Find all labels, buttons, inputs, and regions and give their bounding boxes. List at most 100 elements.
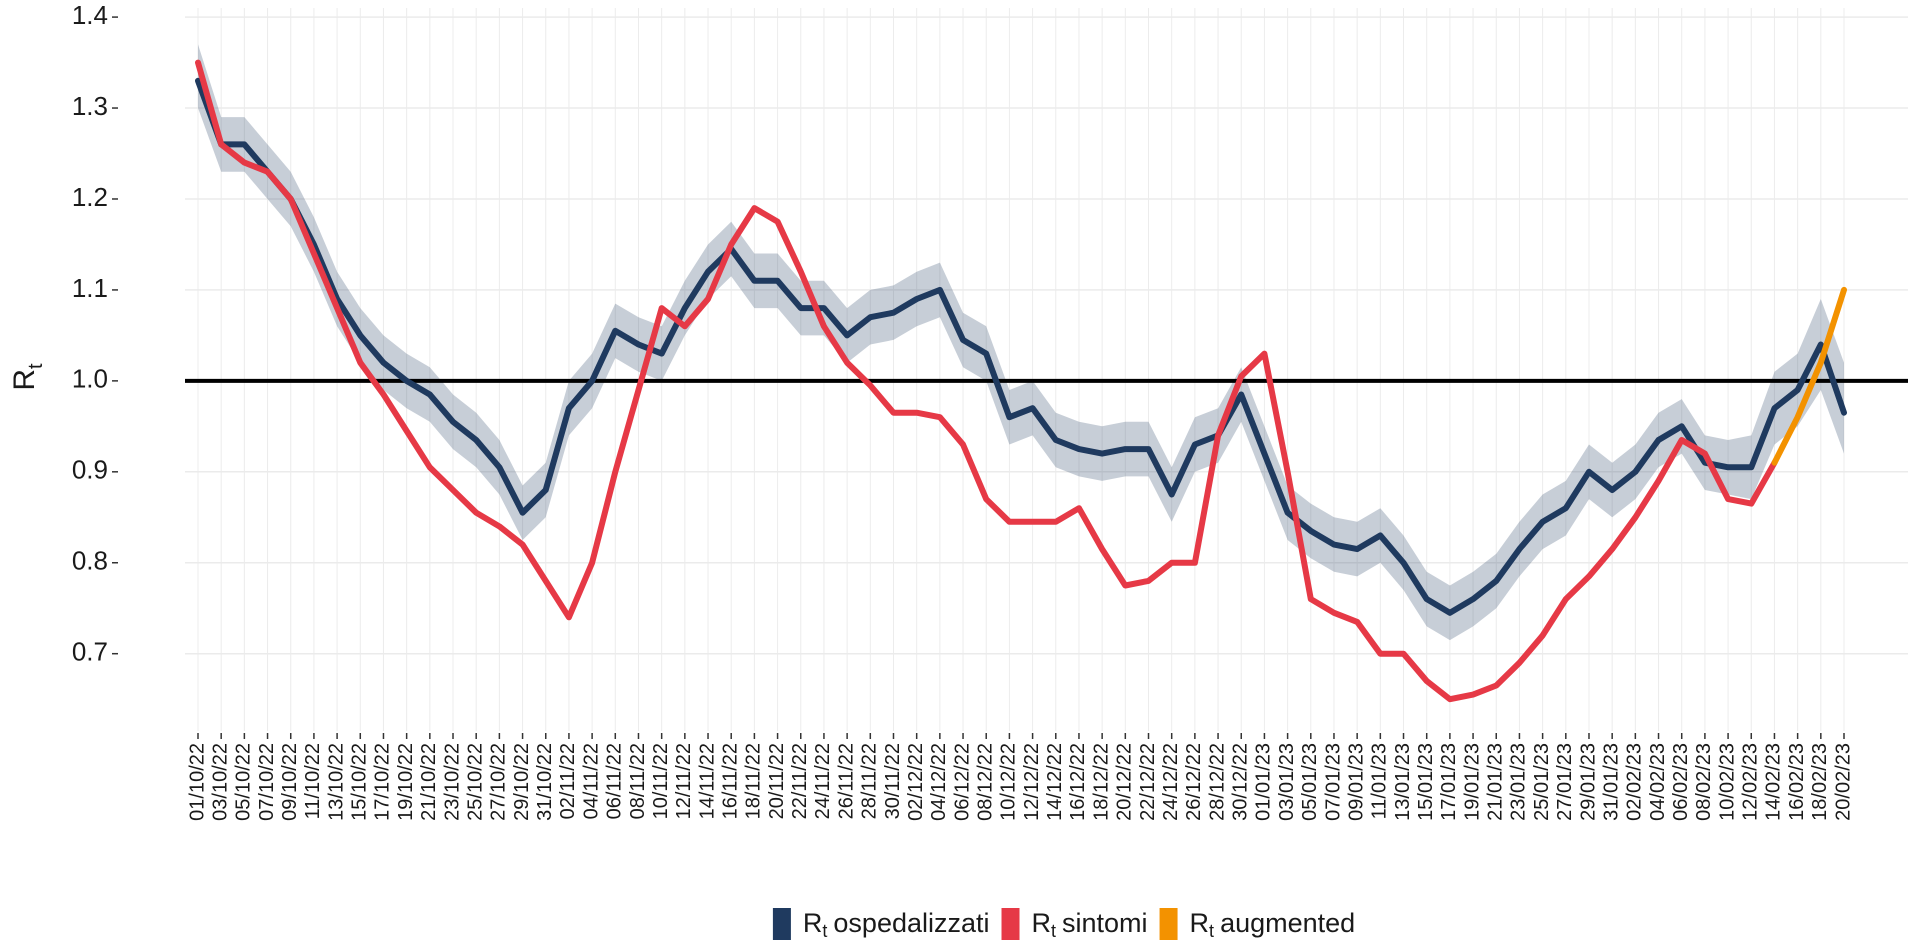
- x-tick-label: 02/11/22: [557, 743, 579, 819]
- x-tick-label: 29/10/22: [511, 743, 533, 821]
- x-tick-label: 28/12/22: [1206, 743, 1228, 821]
- x-tick-label: 07/10/22: [256, 743, 278, 821]
- legend-label-main: R: [1032, 908, 1052, 938]
- x-tick-label: 09/10/22: [279, 743, 301, 821]
- legend: Rt ospedalizzati Rt sintomi Rt augmented: [772, 908, 1356, 941]
- legend-label: Rt augmented: [1190, 908, 1356, 941]
- x-tick-label: 20/02/23: [1832, 743, 1854, 821]
- x-tick-label: 18/12/22: [1090, 743, 1112, 821]
- x-tick-label: 05/01/23: [1299, 743, 1321, 821]
- x-tick-label: 18/11/22: [743, 743, 765, 819]
- x-tick-label: 21/01/23: [1485, 743, 1507, 821]
- x-tick-label: 04/11/22: [580, 743, 602, 819]
- x-tick-label: 12/11/22: [673, 743, 695, 819]
- x-tick-label: 20/12/22: [1114, 743, 1136, 821]
- x-tick-label: 11/10/22: [302, 743, 324, 819]
- x-tick-label: 21/10/22: [418, 743, 440, 821]
- x-tick-label: 08/11/22: [627, 743, 649, 819]
- x-tick-label: 10/12/22: [998, 743, 1020, 821]
- legend-label-rest: ospedalizzati: [833, 908, 989, 938]
- legend-label-sub: t: [1051, 921, 1056, 941]
- x-tick-label: 08/12/22: [975, 743, 997, 821]
- x-tick-label: 02/12/22: [905, 743, 927, 821]
- legend-label: Rt sintomi: [1032, 908, 1148, 941]
- x-tick-label: 10/11/22: [650, 743, 672, 819]
- legend-label-sub: t: [822, 921, 827, 941]
- y-tick-label: 0.7: [72, 637, 108, 667]
- x-tick-label: 06/02/23: [1670, 743, 1692, 821]
- x-tick-label: 12/02/23: [1740, 743, 1762, 821]
- x-tick-label: 03/10/22: [209, 743, 231, 821]
- legend-swatch: [1159, 908, 1178, 940]
- x-tick-label: 29/01/23: [1577, 743, 1599, 821]
- x-tick-label: 04/02/23: [1647, 743, 1669, 821]
- x-tick-label: 12/12/22: [1021, 743, 1043, 821]
- x-tick-label: 25/10/22: [464, 743, 486, 821]
- x-tick-label: 22/12/22: [1137, 743, 1159, 821]
- x-tick-label: 30/11/22: [882, 743, 904, 819]
- y-axis-label: Rt: [8, 363, 47, 391]
- x-tick-label: 16/02/23: [1786, 743, 1808, 821]
- y-tick-label: 1.3: [72, 91, 108, 121]
- x-tick-label: 07/01/23: [1322, 743, 1344, 821]
- x-tick-label: 27/01/23: [1554, 743, 1576, 821]
- x-tick-label: 13/10/22: [325, 743, 347, 821]
- x-tick-label: 15/10/22: [349, 743, 371, 821]
- x-tick-label: 26/12/22: [1183, 743, 1205, 821]
- x-tick-label: 06/12/22: [951, 743, 973, 821]
- x-tick-label: 04/12/22: [928, 743, 950, 821]
- x-tick-label: 23/10/22: [441, 743, 463, 821]
- x-tick-label: 16/11/22: [719, 743, 741, 819]
- x-tick-label: 28/11/22: [859, 743, 881, 819]
- y-tick-label: 1.1: [72, 273, 108, 303]
- x-tick-label: 09/01/23: [1345, 743, 1367, 821]
- x-tick-label: 24/11/22: [812, 743, 834, 819]
- x-tick-label: 18/02/23: [1809, 743, 1831, 821]
- legend-swatch: [772, 908, 791, 940]
- legend-label-main: R: [803, 908, 823, 938]
- y-axis-label-sub: t: [25, 363, 47, 369]
- x-tick-label: 26/11/22: [835, 743, 857, 819]
- legend-label: Rt ospedalizzati: [803, 908, 990, 941]
- x-tick-label: 01/10/22: [186, 743, 208, 821]
- x-tick-label: 03/01/23: [1276, 743, 1298, 821]
- y-tick-label: 1.2: [72, 182, 108, 212]
- x-tick-label: 06/11/22: [604, 743, 626, 819]
- series-line: [1771, 286, 1847, 466]
- x-tick-label: 19/10/22: [395, 743, 417, 821]
- x-tick-label: 27/10/22: [488, 743, 510, 821]
- legend-label-rest: sintomi: [1062, 908, 1148, 938]
- x-tick-label: 01/01/23: [1253, 743, 1275, 821]
- x-tick-label: 17/10/22: [372, 743, 394, 821]
- x-tick-label: 25/01/23: [1531, 743, 1553, 821]
- legend-label-sub: t: [1209, 921, 1214, 941]
- y-tick-label: 1.4: [72, 0, 108, 30]
- x-tick-label: 24/12/22: [1160, 743, 1182, 821]
- legend-label-main: R: [1190, 908, 1210, 938]
- x-tick-label: 15/01/23: [1415, 743, 1437, 821]
- x-tick-label: 19/01/23: [1461, 743, 1483, 821]
- x-tick-label: 30/12/22: [1230, 743, 1252, 821]
- series-line: [195, 77, 1847, 616]
- x-tick-label: 11/01/23: [1369, 743, 1391, 819]
- x-tick-label: 20/11/22: [766, 743, 788, 819]
- x-tick-label: 23/01/23: [1508, 743, 1530, 821]
- y-tick-label: 0.9: [72, 455, 108, 485]
- legend-label-rest: augmented: [1220, 908, 1355, 938]
- x-tick-label: 31/10/22: [534, 743, 556, 821]
- x-tick-label: 14/12/22: [1044, 743, 1066, 821]
- x-tick-label: 05/10/22: [233, 743, 255, 821]
- x-tick-label: 14/11/22: [696, 743, 718, 819]
- series-line: [195, 59, 1778, 703]
- legend-swatch: [1001, 908, 1020, 940]
- x-tick-label: 08/02/23: [1693, 743, 1715, 821]
- x-tick-label: 13/01/23: [1392, 743, 1414, 821]
- y-tick-label: 0.8: [72, 546, 108, 576]
- x-tick-label: 22/11/22: [789, 743, 811, 819]
- x-tick-label: 02/02/23: [1624, 743, 1646, 821]
- x-tick-label: 14/02/23: [1763, 743, 1785, 821]
- x-tick-label: 17/01/23: [1438, 743, 1460, 821]
- y-axis-label-main: R: [8, 369, 41, 391]
